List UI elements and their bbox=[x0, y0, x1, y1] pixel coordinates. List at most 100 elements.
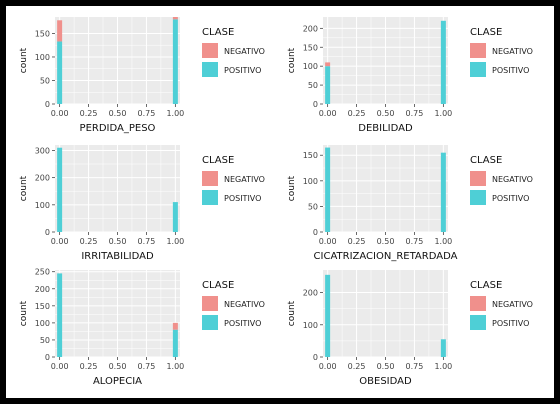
x-tick-label: 0.25 bbox=[80, 237, 98, 246]
y-tick-label: 100 bbox=[303, 321, 318, 330]
facet-chart-1: 0 50 100 150 0.00 0.25 0.50 0.75 1.00 PERDIDA_PES… bbox=[19, 17, 265, 134]
facet-chart-4: 0 50 100 150 0.00 0.25 0.50 0.75 1.00 CICATRIZACI… bbox=[287, 145, 533, 262]
legend-label-negativo: NEGATIVO bbox=[492, 175, 533, 184]
bar-negativo bbox=[57, 20, 63, 42]
x-tick-label: 0.75 bbox=[406, 109, 424, 118]
bar-positivo bbox=[325, 147, 331, 232]
bar-positivo bbox=[172, 329, 178, 357]
legend-label-positivo: POSITIVO bbox=[492, 194, 529, 203]
y-tick-label: 200 bbox=[303, 24, 318, 33]
x-tick-label: 0.00 bbox=[319, 237, 337, 246]
y-tick-label: 0 bbox=[313, 228, 318, 237]
x-tick-label: 1.00 bbox=[166, 237, 184, 246]
x-axis-label: ALOPECIA bbox=[93, 376, 142, 387]
facet-charts: 0 50 100 150 0.00 0.25 0.50 0.75 1.00 PERDIDA_PES… bbox=[19, 17, 533, 387]
y-tick-label: 0 bbox=[313, 353, 318, 362]
y-tick-label: 150 bbox=[303, 151, 318, 160]
y-tick-label: 50 bbox=[308, 81, 318, 90]
bar-negativo bbox=[172, 322, 178, 330]
legend-label-positivo: POSITIVO bbox=[224, 66, 261, 75]
y-tick-label: 100 bbox=[35, 53, 50, 62]
x-tick-label: 0.75 bbox=[406, 237, 424, 246]
x-tick-label: 0.00 bbox=[319, 109, 337, 118]
legend-swatch-negativo bbox=[202, 171, 218, 186]
x-tick-label: 0.00 bbox=[51, 237, 69, 246]
x-tick-label: 1.00 bbox=[434, 237, 452, 246]
y-tick-label: 150 bbox=[35, 302, 50, 311]
legend-swatch-positivo bbox=[202, 62, 218, 77]
bar-positivo bbox=[325, 66, 331, 104]
y-tick-label: 100 bbox=[35, 201, 50, 210]
legend-swatch-positivo bbox=[202, 190, 218, 205]
x-tick-label: 1.00 bbox=[166, 109, 184, 118]
x-tick-label: 0.75 bbox=[138, 362, 156, 371]
legend-swatch-negativo bbox=[202, 296, 218, 311]
legend-title: CLASE bbox=[202, 280, 234, 291]
x-tick-label: 0.00 bbox=[319, 362, 337, 371]
y-tick-label: 0 bbox=[45, 100, 50, 109]
y-tick-label: 50 bbox=[308, 202, 318, 211]
legend-label-negativo: NEGATIVO bbox=[224, 300, 265, 309]
charts-panel: 0 50 100 150 0.00 0.25 0.50 0.75 1.00 PERDIDA_PES… bbox=[6, 6, 554, 398]
legend-title: CLASE bbox=[470, 155, 502, 166]
legend-swatch-negativo bbox=[470, 171, 486, 186]
legend-label-positivo: POSITIVO bbox=[224, 319, 261, 328]
bar-positivo bbox=[57, 273, 63, 357]
facet-chart-3: 0 100 200 300 0.00 0.25 0.50 0.75 1.00 IRRITABILI… bbox=[19, 145, 265, 262]
legend-label-positivo: POSITIVO bbox=[224, 194, 261, 203]
bar-positivo bbox=[440, 339, 446, 357]
bar-positivo bbox=[440, 20, 446, 104]
y-tick-label: 0 bbox=[45, 353, 50, 362]
x-tick-label: 0.25 bbox=[80, 109, 98, 118]
legend-label-negativo: NEGATIVO bbox=[224, 175, 265, 184]
bar-negativo bbox=[325, 62, 331, 67]
legend-label-negativo: NEGATIVO bbox=[492, 47, 533, 56]
bar-negativo bbox=[172, 17, 178, 20]
legend-title: CLASE bbox=[470, 27, 502, 38]
legend-swatch-negativo bbox=[470, 43, 486, 58]
bar-positivo bbox=[172, 19, 178, 105]
y-tick-label: 200 bbox=[35, 174, 50, 183]
x-tick-label: 0.75 bbox=[406, 362, 424, 371]
legend-title: CLASE bbox=[470, 280, 502, 291]
y-tick-label: 300 bbox=[35, 146, 50, 155]
y-tick-label: 250 bbox=[35, 268, 50, 277]
x-tick-label: 1.00 bbox=[434, 109, 452, 118]
x-tick-label: 0.25 bbox=[348, 109, 366, 118]
y-tick-label: 100 bbox=[303, 177, 318, 186]
x-tick-label: 0.50 bbox=[109, 362, 127, 371]
x-tick-label: 0.00 bbox=[51, 109, 69, 118]
legend-title: CLASE bbox=[202, 155, 234, 166]
x-tick-label: 0.50 bbox=[377, 237, 395, 246]
bar-positivo bbox=[57, 147, 63, 232]
bar-positivo bbox=[440, 152, 446, 232]
y-tick-label: 150 bbox=[35, 29, 50, 38]
x-tick-label: 0.25 bbox=[348, 237, 366, 246]
legend-swatch-negativo bbox=[470, 296, 486, 311]
x-axis-label: CICATRIZACION_RETARDADA bbox=[314, 251, 458, 262]
y-tick-label: 50 bbox=[40, 76, 50, 85]
legend-swatch-negativo bbox=[202, 43, 218, 58]
x-tick-label: 0.25 bbox=[80, 362, 98, 371]
y-axis-label: count bbox=[19, 47, 29, 73]
y-tick-label: 150 bbox=[303, 43, 318, 52]
y-tick-label: 0 bbox=[313, 100, 318, 109]
legend-label-negativo: NEGATIVO bbox=[224, 47, 265, 56]
x-tick-label: 0.75 bbox=[138, 109, 156, 118]
legend-label-negativo: NEGATIVO bbox=[492, 300, 533, 309]
bar-positivo bbox=[57, 41, 63, 104]
legend-swatch-positivo bbox=[470, 190, 486, 205]
legend-swatch-positivo bbox=[470, 315, 486, 330]
x-tick-label: 0.50 bbox=[109, 237, 127, 246]
x-tick-label: 0.75 bbox=[138, 237, 156, 246]
x-tick-label: 0.25 bbox=[348, 362, 366, 371]
facet-chart-5: 0 50 100 150 200 250 0.00 0.25 0.50 0.75 1.00 ALOPE… bbox=[19, 268, 265, 387]
x-axis-label: DEBILIDAD bbox=[358, 123, 413, 134]
y-tick-label: 100 bbox=[35, 319, 50, 328]
y-tick-label: 200 bbox=[35, 285, 50, 294]
legend-label-positivo: POSITIVO bbox=[492, 66, 529, 75]
y-axis-label: count bbox=[287, 47, 297, 73]
legend-label-positivo: POSITIVO bbox=[492, 319, 529, 328]
y-axis-label: count bbox=[287, 300, 297, 326]
